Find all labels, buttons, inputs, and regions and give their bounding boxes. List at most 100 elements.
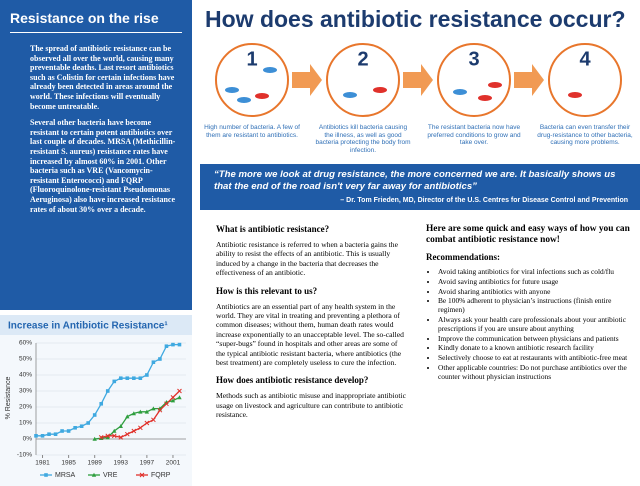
data-point bbox=[138, 376, 143, 380]
quote-band: “The more we look at drug resistance, th… bbox=[200, 164, 640, 210]
x-tick-label: 1989 bbox=[87, 460, 102, 467]
data-point bbox=[170, 398, 176, 403]
step-number: 2 bbox=[357, 48, 368, 70]
data-point bbox=[151, 417, 156, 423]
paragraph: Several other bacteria have become resis… bbox=[30, 118, 176, 214]
recommendation: Always ask your health care professional… bbox=[438, 315, 630, 334]
data-point bbox=[177, 388, 182, 394]
rule bbox=[10, 32, 182, 33]
recommendation: Be 100% adherent to physician’s instruct… bbox=[438, 297, 630, 315]
chart-background bbox=[0, 315, 192, 486]
data-point bbox=[105, 435, 110, 440]
data-point bbox=[34, 434, 38, 438]
step-caption: Antibiotics kill bacteria causing the il… bbox=[315, 124, 411, 154]
data-point bbox=[79, 424, 84, 428]
data-point bbox=[105, 433, 111, 439]
data-point bbox=[124, 431, 130, 437]
recommendation: Selectively choose to eat at restaurants… bbox=[438, 353, 630, 363]
data-point bbox=[53, 432, 58, 436]
data-point bbox=[158, 357, 162, 361]
paragraph: Antibiotic resistance is referred to whe… bbox=[216, 240, 398, 278]
legend-marker bbox=[91, 472, 97, 477]
y-tick-label: 0% bbox=[23, 436, 33, 443]
heading: How is this relevant to us? bbox=[216, 285, 318, 296]
recommendation: Other applicable countries: Do not purch… bbox=[438, 363, 630, 382]
data-point bbox=[112, 428, 117, 433]
data-point bbox=[145, 373, 149, 377]
x-tick-label: 1981 bbox=[35, 460, 50, 467]
recommendation: Avoid saving antibiotics for future usag… bbox=[438, 277, 630, 287]
data-point bbox=[118, 424, 123, 428]
legend-label: FQRP bbox=[151, 472, 171, 479]
chart-title-bar bbox=[0, 315, 192, 335]
data-point bbox=[125, 376, 130, 380]
step-icons bbox=[215, 43, 622, 117]
data-point bbox=[157, 407, 163, 413]
data-point bbox=[47, 432, 51, 436]
data-point bbox=[171, 342, 175, 347]
y-tick-label: 20% bbox=[19, 404, 32, 411]
y-tick-label: 60% bbox=[19, 340, 32, 347]
recommendation-list: Avoid taking antibiotics for viral infec… bbox=[426, 267, 630, 382]
data-point bbox=[105, 389, 110, 393]
quote-attribution: – Dr. Tom Frieden, MD, Director of the U… bbox=[340, 197, 628, 204]
data-point bbox=[125, 414, 130, 419]
data-point bbox=[144, 409, 150, 414]
y-tick-label: -10% bbox=[17, 452, 32, 459]
x-tick-label: 1997 bbox=[140, 460, 155, 467]
data-point bbox=[92, 413, 97, 417]
data-point bbox=[118, 435, 124, 440]
data-point bbox=[131, 411, 137, 416]
paragraph: Methods such as antibiotic misuse and in… bbox=[216, 391, 407, 420]
data-point bbox=[144, 420, 150, 426]
x-tick-label: 1993 bbox=[114, 460, 129, 467]
data-point bbox=[137, 425, 143, 431]
step-caption: The resistant bacteria now have preferre… bbox=[427, 124, 521, 147]
heading: Here are some quick and easy ways of how… bbox=[426, 224, 630, 245]
steps: 1 2 3 4 bbox=[215, 43, 622, 117]
recommendation: Avoid taking antibiotics for viral infec… bbox=[438, 267, 630, 277]
y-tick-label: 30% bbox=[19, 388, 32, 395]
data-point bbox=[73, 426, 77, 430]
data-point bbox=[92, 436, 97, 441]
data-point bbox=[131, 428, 137, 434]
data-point bbox=[151, 360, 156, 364]
chart-title: Increase in Antibiotic Resistance¹ bbox=[8, 321, 168, 332]
bacteria bbox=[225, 67, 467, 103]
resistant-bacteria bbox=[255, 82, 582, 101]
step-number: 1 bbox=[246, 48, 257, 70]
data-point bbox=[170, 395, 176, 400]
quote-text: “The more we look at drug resistance, th… bbox=[214, 169, 616, 192]
y-axis-label: % Resistance bbox=[5, 376, 12, 419]
data-point bbox=[138, 409, 143, 414]
y-tick-label: 50% bbox=[19, 356, 32, 363]
step-number: 3 bbox=[468, 48, 479, 70]
recommendation: Avoid sharing antibiotics with anyone bbox=[438, 287, 630, 297]
data-point bbox=[164, 401, 169, 407]
right-column: Here are some quick and easy ways of how… bbox=[426, 224, 630, 383]
paragraph: Antibiotics are an essential part of any… bbox=[216, 301, 404, 368]
data-point bbox=[66, 429, 71, 433]
data-point bbox=[177, 342, 182, 347]
data-point bbox=[132, 376, 136, 380]
legend-marker bbox=[44, 473, 48, 477]
data-point bbox=[99, 402, 104, 406]
step-caption: High number of bacteria. A few of them a… bbox=[204, 124, 300, 139]
arrows bbox=[292, 64, 544, 96]
legend-label: VRE bbox=[103, 472, 118, 479]
legend-marker bbox=[139, 472, 145, 478]
step-number: 4 bbox=[579, 48, 591, 70]
data-point bbox=[164, 344, 169, 348]
sidebar-title: Resistance on the rise bbox=[10, 10, 159, 26]
sidebar-text: The spread of antibiotic resistance can … bbox=[30, 44, 180, 221]
data-point bbox=[40, 434, 45, 438]
page-title: How does antibiotic resistance occur? bbox=[205, 6, 626, 32]
data-point bbox=[98, 435, 104, 440]
recommendation: Kindly donate to a known antibiotic rese… bbox=[438, 344, 630, 353]
data-point bbox=[177, 395, 182, 400]
y-tick-label: 40% bbox=[19, 372, 32, 379]
data-point bbox=[151, 406, 156, 411]
data-point bbox=[111, 433, 117, 439]
x-tick-label: 1985 bbox=[61, 460, 76, 467]
